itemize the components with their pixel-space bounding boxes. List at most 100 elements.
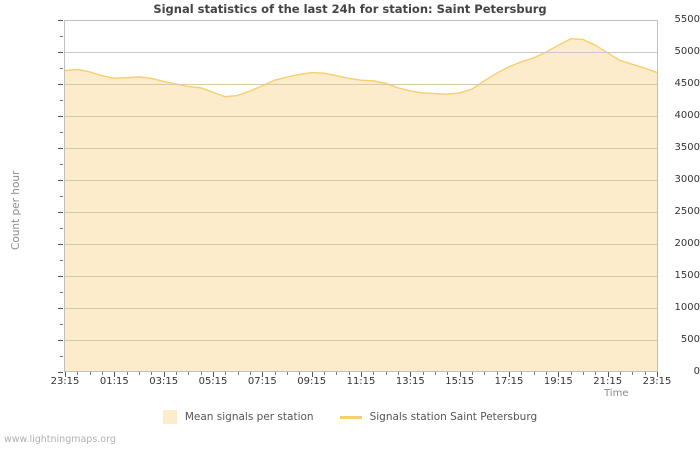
y-tick-minor	[60, 196, 63, 197]
plot-inner	[65, 21, 657, 371]
y-tick-label: 4500	[674, 78, 700, 89]
x-tick-minor	[275, 372, 276, 375]
x-tick-label: 13:15	[395, 376, 425, 387]
plot-area	[64, 20, 658, 372]
x-tick-minor	[435, 372, 436, 375]
y-tick-mark	[58, 148, 63, 149]
x-tick-mark	[657, 372, 658, 377]
y-tick-minor	[60, 164, 63, 165]
y-tick-label: 3000	[674, 174, 700, 185]
x-tick-minor	[188, 372, 189, 375]
y-tick-mark	[58, 308, 63, 309]
x-tick-minor	[447, 372, 448, 375]
x-tick-label: 05:15	[198, 376, 228, 387]
y-tick-label: 4000	[674, 110, 700, 121]
x-tick-minor	[484, 372, 485, 375]
y-tick-label: 500	[680, 334, 700, 345]
y-tick-label: 1000	[674, 302, 700, 313]
x-tick-mark	[164, 372, 165, 377]
x-tick-minor	[521, 372, 522, 375]
x-tick-minor	[77, 372, 78, 375]
y-tick-minor	[60, 132, 63, 133]
x-tick-mark	[460, 372, 461, 377]
x-tick-minor	[423, 372, 424, 375]
x-tick-minor	[373, 372, 374, 375]
x-tick-label: 01:15	[99, 376, 129, 387]
x-tick-minor	[595, 372, 596, 375]
x-tick-label: 07:15	[247, 376, 277, 387]
y-tick-mark	[58, 372, 63, 373]
x-tick-mark	[213, 372, 214, 377]
y-tick-label: 5000	[674, 46, 700, 57]
x-tick-minor	[336, 372, 337, 375]
y-tick-label: 2000	[674, 238, 700, 249]
x-tick-label: 03:15	[149, 376, 179, 387]
x-tick-minor	[583, 372, 584, 375]
y-tick-mark	[58, 244, 63, 245]
x-tick-minor	[102, 372, 103, 375]
chart-title: Signal statistics of the last 24h for st…	[153, 2, 547, 16]
x-tick-minor	[386, 372, 387, 375]
x-tick-label: 17:15	[494, 376, 524, 387]
x-tick-minor	[324, 372, 325, 375]
x-tick-mark	[65, 372, 66, 377]
x-tick-minor	[151, 372, 152, 375]
gridline	[65, 244, 657, 245]
x-tick-minor	[90, 372, 91, 375]
series-signals-station-saint-petersburg	[65, 38, 657, 371]
chart-legend: Mean signals per station Signals station…	[0, 410, 700, 424]
x-tick-label: 09:15	[297, 376, 327, 387]
x-tick-minor	[571, 372, 572, 375]
gridline	[65, 340, 657, 341]
gridline	[65, 276, 657, 277]
source-watermark: www.lightningmaps.org	[4, 434, 116, 445]
x-tick-minor	[201, 372, 202, 375]
x-tick-minor	[632, 372, 633, 375]
y-tick-mark	[58, 212, 63, 213]
y-tick-label: 3500	[674, 142, 700, 153]
x-tick-label: 21:15	[593, 376, 623, 387]
y-tick-mark	[58, 52, 63, 53]
y-tick-mark	[58, 180, 63, 181]
gridline	[65, 84, 657, 85]
y-tick-label: 2500	[674, 206, 700, 217]
x-tick-minor	[472, 372, 473, 375]
x-tick-minor	[497, 372, 498, 375]
x-tick-mark	[410, 372, 411, 377]
y-tick-minor	[60, 260, 63, 261]
y-tick-mark	[58, 84, 63, 85]
x-tick-minor	[250, 372, 251, 375]
y-tick-mark	[58, 20, 63, 21]
x-tick-minor	[225, 372, 226, 375]
x-tick-minor	[546, 372, 547, 375]
y-tick-minor	[60, 292, 63, 293]
y-tick-label: 5500	[674, 14, 700, 25]
legend-label-station-signals: Signals station Saint Petersburg	[369, 411, 538, 423]
x-tick-minor	[238, 372, 239, 375]
x-tick-minor	[620, 372, 621, 375]
y-tick-minor	[60, 100, 63, 101]
y-tick-mark	[58, 340, 63, 341]
x-tick-label: 11:15	[346, 376, 376, 387]
x-tick-minor	[534, 372, 535, 375]
x-tick-minor	[398, 372, 399, 375]
x-tick-label: 15:15	[445, 376, 475, 387]
y-tick-minor	[60, 356, 63, 357]
gridline	[65, 116, 657, 117]
legend-item-mean-signals[interactable]: Mean signals per station	[162, 410, 314, 424]
y-axis-label: Count per hour	[10, 170, 22, 250]
legend-item-station-signals[interactable]: Signals station Saint Petersburg	[339, 411, 538, 423]
x-tick-mark	[558, 372, 559, 377]
area-fill-path	[65, 38, 657, 371]
y-tick-minor	[60, 324, 63, 325]
legend-line-swatch-icon	[339, 415, 362, 419]
x-tick-mark	[608, 372, 609, 377]
x-tick-minor	[127, 372, 128, 375]
y-tick-mark	[58, 276, 63, 277]
x-tick-mark	[262, 372, 263, 377]
x-tick-mark	[509, 372, 510, 377]
x-tick-minor	[176, 372, 177, 375]
y-tick-label: 1500	[674, 270, 700, 281]
x-tick-mark	[312, 372, 313, 377]
